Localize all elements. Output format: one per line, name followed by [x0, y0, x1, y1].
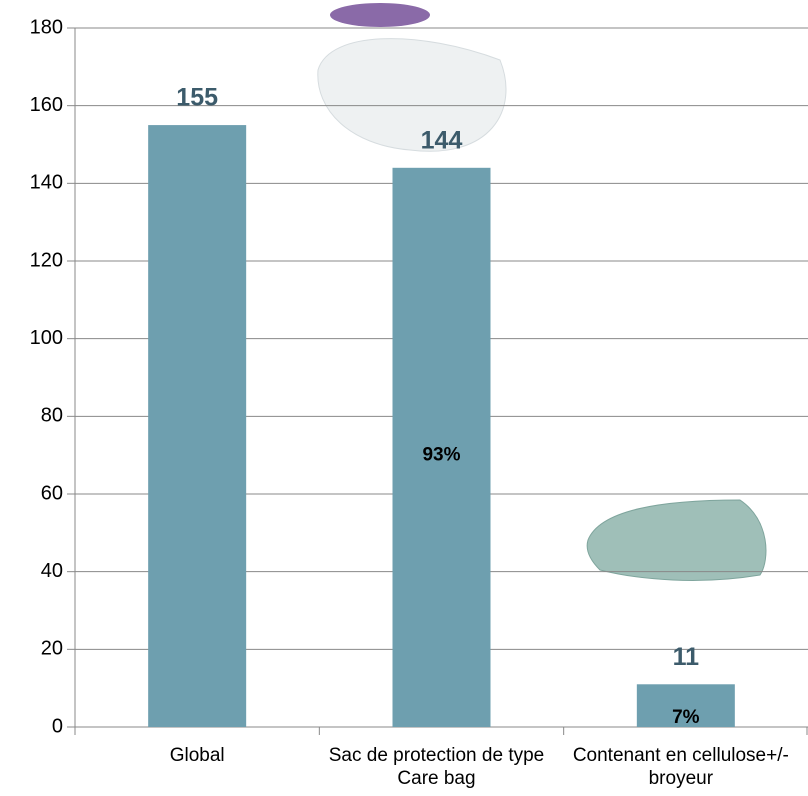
data-label: 11	[673, 643, 700, 671]
y-tick-label: 0	[52, 715, 63, 737]
bar	[148, 125, 247, 728]
data-label: 155	[176, 84, 218, 112]
x-tick-label: Global	[169, 745, 225, 766]
x-tick-label: Sac de protection de type Care bag	[328, 745, 545, 789]
bar	[392, 167, 491, 728]
y-tick-label: 140	[30, 172, 63, 194]
y-tick-label: 180	[30, 16, 63, 38]
decor	[317, 3, 767, 581]
bar	[636, 684, 735, 727]
bag-image	[317, 38, 507, 152]
data-label: 144	[421, 126, 463, 154]
percent-label: 93%	[422, 444, 460, 465]
y-tick-label: 80	[41, 405, 63, 427]
y-tick-label: 20	[41, 638, 63, 660]
y-tick-label: 100	[30, 327, 63, 349]
y-tick-label: 40	[41, 560, 63, 582]
tray-image	[586, 499, 767, 581]
bag-top-image	[330, 3, 430, 27]
percent-label: 7%	[672, 707, 700, 728]
y-tick-label: 160	[30, 94, 63, 116]
y-tick-label: 120	[30, 249, 63, 271]
y-tick-label: 60	[41, 482, 63, 504]
x-tick-label: Contenant en cellulose+/-broyeur	[572, 745, 789, 789]
